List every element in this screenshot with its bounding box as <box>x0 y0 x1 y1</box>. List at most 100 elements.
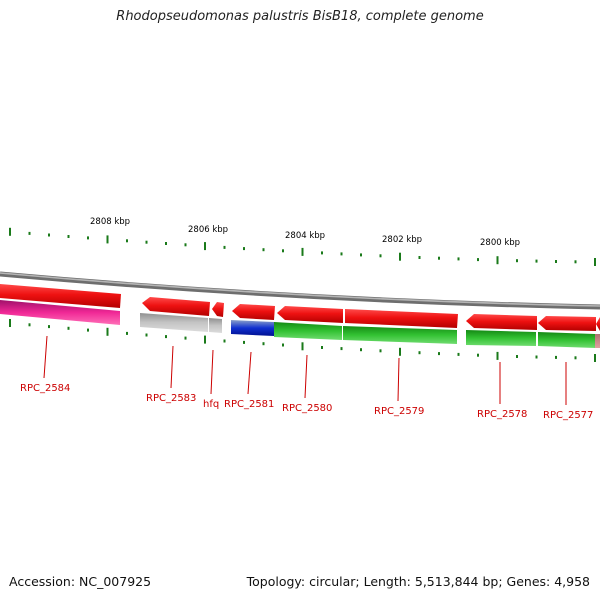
tick-bottom-1 <box>28 323 31 327</box>
gene-label-rpc-2580[interactable]: RPC_2580 <box>282 403 332 414</box>
ruler-labels: 2808 kbp 2806 kbp 2804 kbp 2802 kbp 2800… <box>90 217 520 248</box>
ruler-label-2802: 2802 kbp <box>382 235 422 245</box>
feature-block-pink[interactable] <box>595 334 600 348</box>
tick-bottom-15 <box>301 342 304 351</box>
gene-arrow-rpc-2578[interactable] <box>466 314 537 330</box>
tick-top-2 <box>48 233 50 237</box>
accession-text: Accession: NC_007925 <box>9 574 152 589</box>
ruler-label-2808: 2808 kbp <box>90 217 130 227</box>
tick-top-13 <box>262 248 265 252</box>
tick-top-23 <box>457 257 460 261</box>
tick-top-24 <box>477 258 479 262</box>
tick-top-9 <box>184 243 187 247</box>
gene-arrow-rpc-2584[interactable] <box>0 284 121 308</box>
tick-bottom-26 <box>516 355 518 358</box>
tick-bottom-0 <box>9 319 11 327</box>
tick-top-30 <box>594 258 596 266</box>
tick-bottom-4 <box>87 328 89 332</box>
tick-top-16 <box>321 251 323 255</box>
tick-bottom-11 <box>223 339 226 343</box>
gene-label-rpc-2578[interactable]: RPC_2578 <box>477 409 527 420</box>
ruler-label-2804: 2804 kbp <box>285 231 325 241</box>
tick-top-0 <box>9 227 11 236</box>
gene-arrow-rpc-2577[interactable] <box>538 316 596 331</box>
gene-arrow-edge[interactable] <box>596 317 600 331</box>
tick-bottom-21 <box>418 351 421 355</box>
tick-bottom-24 <box>477 353 479 357</box>
tick-top-1 <box>28 231 31 235</box>
ruler-label-2800: 2800 kbp <box>480 238 520 248</box>
tick-bottom-8 <box>165 335 167 339</box>
feature-block-green-4[interactable] <box>538 332 595 348</box>
tick-bottom-9 <box>184 336 187 340</box>
page-title: Rhodopseudomonas palustris BisB18, compl… <box>116 9 484 24</box>
feature-block-green-1[interactable] <box>274 322 342 340</box>
tick-top-20 <box>399 252 401 261</box>
gene-label-rpc-2583[interactable]: RPC_2583 <box>146 393 196 404</box>
tick-top-15 <box>301 247 304 256</box>
tick-top-28 <box>555 260 557 263</box>
tick-bottom-23 <box>457 352 460 356</box>
feature-block-green-3[interactable] <box>466 330 536 346</box>
tick-top-19 <box>379 254 382 258</box>
gene-label-rpc-2584[interactable]: RPC_2584 <box>20 383 70 394</box>
gene-label-rpc-2577[interactable]: RPC_2577 <box>543 410 593 421</box>
tick-bottom-10 <box>204 335 206 344</box>
feature-block-grey[interactable] <box>140 313 208 332</box>
feature-block-green-2[interactable] <box>343 326 457 344</box>
tick-bottom-2 <box>48 325 50 329</box>
tick-top-21 <box>418 256 421 259</box>
tick-top-25 <box>496 256 499 265</box>
gene-arrow-rpc-2580[interactable] <box>277 306 343 323</box>
gene-arrow-hfq[interactable] <box>212 302 224 317</box>
tick-top-10 <box>204 242 206 251</box>
feature-block-blue[interactable] <box>231 320 274 336</box>
tick-top-26 <box>516 259 518 263</box>
ruler-ticks-top <box>9 227 596 266</box>
gene-arrow-rpc-2579[interactable] <box>345 309 458 328</box>
tick-bottom-19 <box>379 349 382 353</box>
genome-summary-text: Topology: circular; Length: 5,513,844 bp… <box>246 574 590 589</box>
lower-lane-features[interactable] <box>0 300 600 348</box>
tick-top-12 <box>243 247 245 251</box>
tick-bottom-13 <box>262 342 265 346</box>
gene-label-hfq[interactable]: hfq <box>203 399 219 410</box>
tick-bottom-18 <box>360 348 362 352</box>
tick-top-4 <box>87 236 89 240</box>
tick-bottom-27 <box>535 355 538 359</box>
tick-bottom-16 <box>321 346 323 349</box>
tick-top-7 <box>145 240 148 244</box>
genome-backbone <box>0 271 600 310</box>
tick-bottom-29 <box>574 356 577 360</box>
tick-bottom-14 <box>282 343 284 347</box>
tick-top-11 <box>223 245 226 249</box>
upper-lane-genes[interactable] <box>0 284 600 331</box>
gene-label-rpc-2581[interactable]: RPC_2581 <box>224 399 274 410</box>
tick-top-3 <box>67 235 70 238</box>
tick-bottom-5 <box>106 327 109 336</box>
tick-top-29 <box>574 260 577 264</box>
tick-top-22 <box>438 256 440 260</box>
tick-bottom-28 <box>555 355 557 359</box>
tick-top-6 <box>126 239 128 243</box>
tick-bottom-17 <box>340 347 343 351</box>
feature-block-grey-small[interactable] <box>209 318 222 333</box>
tick-bottom-20 <box>399 347 401 356</box>
tick-top-14 <box>282 249 284 253</box>
tick-bottom-22 <box>438 352 440 356</box>
tick-top-17 <box>340 252 343 256</box>
tick-top-5 <box>106 235 109 244</box>
gene-arrow-rpc-2583[interactable] <box>142 297 210 316</box>
tick-top-18 <box>360 253 362 257</box>
gene-arrow-rpc-2581[interactable] <box>232 304 275 320</box>
tick-bottom-12 <box>243 340 245 344</box>
ruler-label-2806: 2806 kbp <box>188 225 228 235</box>
gene-label-rpc-2579[interactable]: RPC_2579 <box>374 406 424 417</box>
tick-bottom-3 <box>67 326 70 330</box>
gene-labels: RPC_2584 RPC_2583 hfq RPC_2581 RPC_2580 … <box>20 383 593 421</box>
tick-bottom-25 <box>496 351 499 360</box>
tick-bottom-30 <box>594 354 596 362</box>
feature-block-magenta[interactable] <box>0 300 120 325</box>
tick-top-8 <box>165 242 167 245</box>
